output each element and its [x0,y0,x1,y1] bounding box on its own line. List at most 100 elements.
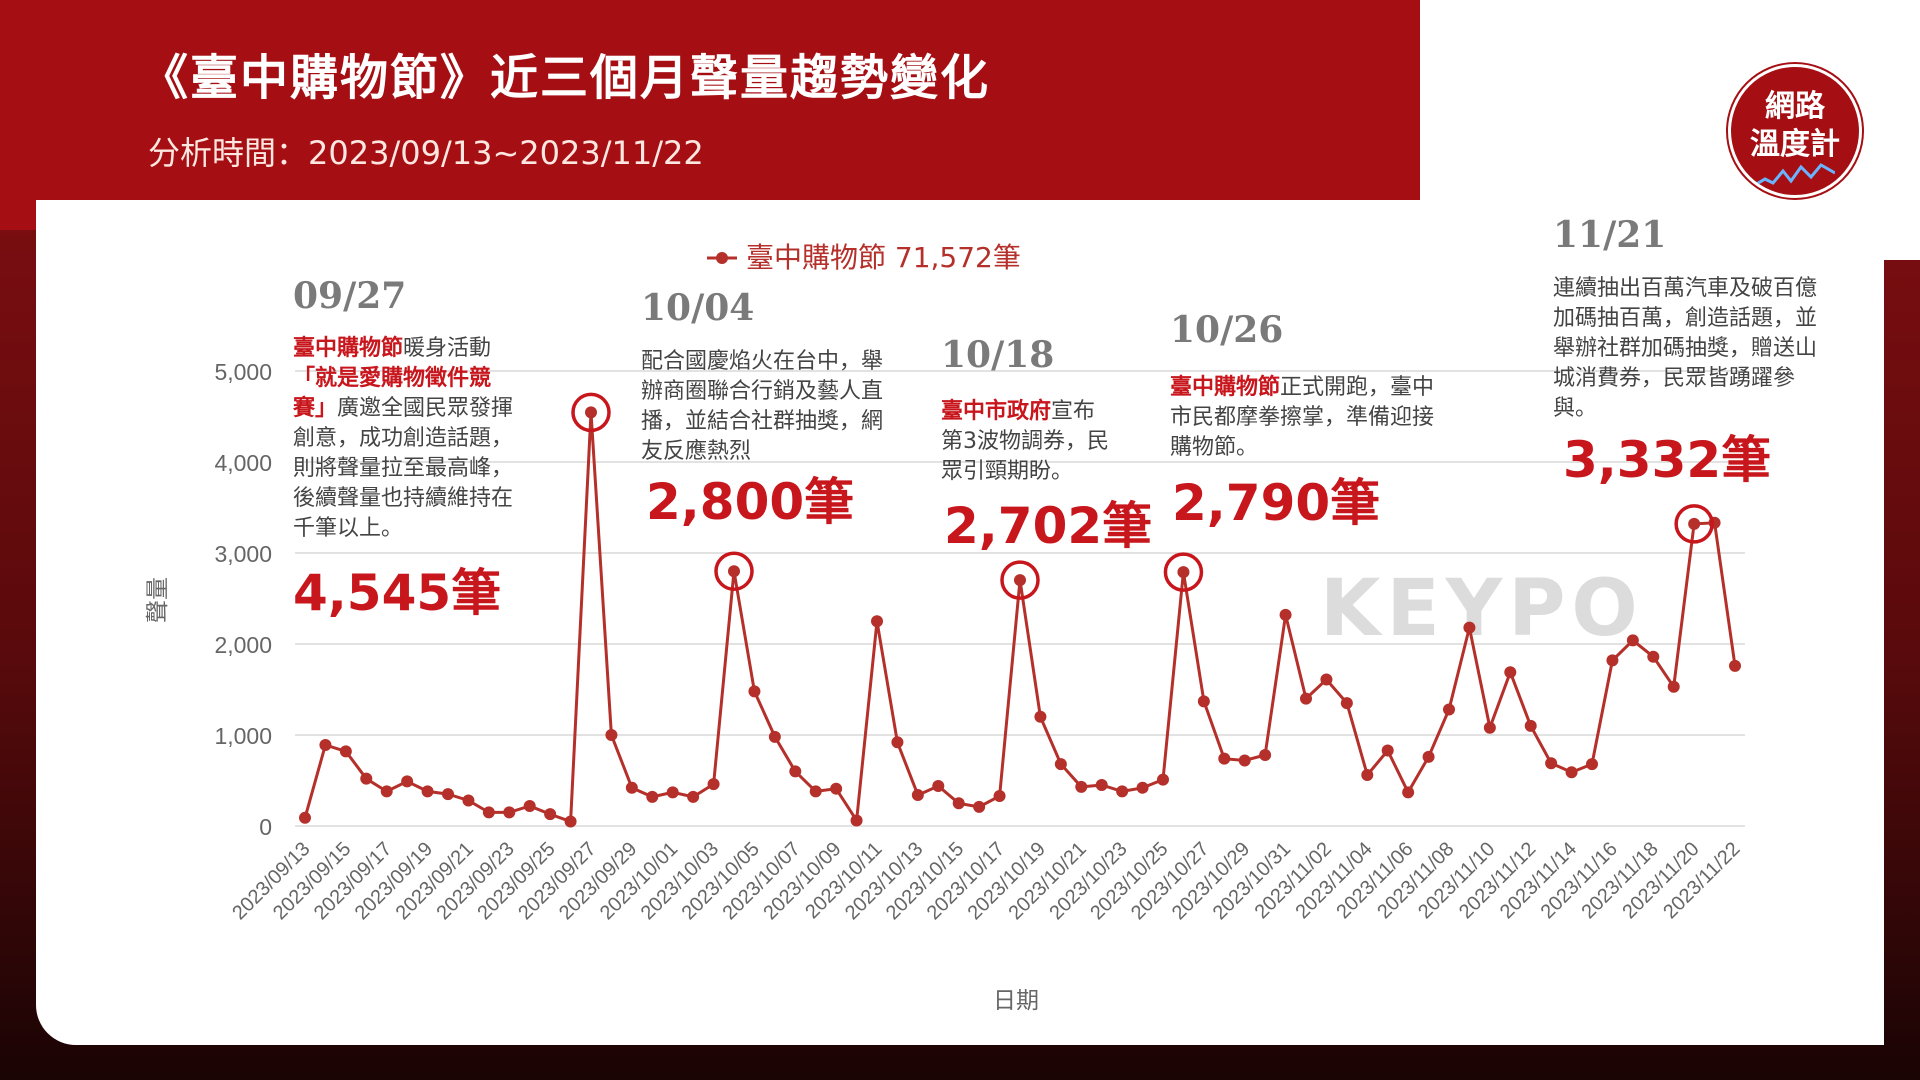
legend-dot-marker [716,252,728,264]
annotation-text-line: 臺中購物節正式開跑，臺中 [1170,374,1434,400]
annotation-text-line: 臺中購物節暖身活動 [293,335,491,361]
data-point [1320,673,1333,686]
data-point [1565,766,1578,779]
data-point [523,799,536,812]
annotation-text: 眾引頸期盼。 [941,459,1073,484]
data-point [605,729,618,741]
annotation-value-label: 4,545筆 [293,564,501,622]
data-point [1054,758,1067,771]
data-point [748,685,761,698]
annotation-text-line: 購物節。 [1170,435,1258,460]
y-tick-label: 5,000 [214,359,272,385]
peak-highlight-circle [714,551,754,591]
data-point [1667,680,1680,693]
data-point [401,775,414,788]
data-point [891,736,904,749]
annotation-date: 10/04 [641,287,754,329]
data-point [299,811,311,824]
annotation-date: 09/27 [293,275,406,317]
data-point [1034,710,1047,723]
annotation-text-line: 創意，成功創造話題， [293,426,513,451]
data-point [666,786,679,799]
trend-line-icon [1755,163,1835,187]
annotation-highlight-text: 臺中購物節 [293,335,403,361]
data-point [1075,780,1088,793]
data-point [339,745,352,758]
data-point [1524,719,1537,732]
annotation-highlight-text: 賽」 [292,395,337,421]
data-point [1545,757,1558,770]
annotation-value-label: 3,332筆 [1563,431,1771,489]
data-point [932,779,945,792]
data-point [993,789,1006,802]
peak-highlight-circle [1163,552,1204,592]
annotation-text-line: 播，並結合社群抽獎，網 [641,409,883,434]
annotation-text-line: 市民都摩拳擦掌，準備迎接 [1170,405,1434,430]
logo-line-1: 網路 [1765,89,1825,124]
annotation-text: 廣邀全國民眾發揮 [337,396,513,421]
data-point [952,797,965,810]
annotation-highlight-text: 「就是愛購物徵件競 [293,365,491,391]
annotation-date: 10/26 [1170,309,1283,351]
peak-highlight-circle [1000,560,1040,600]
data-point [1688,517,1701,530]
data-point [462,794,475,807]
data-point [687,790,700,803]
data-point [1340,697,1353,710]
data-point [850,814,863,827]
annotation-text: 則將聲量拉至最高峰， [293,456,513,481]
data-point [1504,666,1517,679]
y-tick-label: 1,000 [214,723,272,749]
annotation-text: 千筆以上。 [293,516,403,541]
annotation-text-line: 辦商圈聯合行銷及藝人直 [641,379,883,404]
data-point [768,730,781,743]
data-point [1729,659,1741,672]
data-point [1606,654,1619,667]
annotation-text: 連續抽出百萬汽車及破百億 [1553,276,1817,301]
annotation-text: 正式開跑，臺中 [1280,375,1434,400]
annotation-text-line: 「就是愛購物徵件競 [293,365,491,391]
data-point [1300,692,1312,705]
annotation-text-line: 連續抽出百萬汽車及破百億 [1553,276,1817,301]
annotation-text: 舉辦社群加碼抽獎，贈送山 [1553,336,1817,361]
data-point [911,789,924,802]
y-tick-label: 4,000 [214,450,272,476]
data-point [1218,752,1231,765]
data-point [1279,608,1292,621]
chart-panel [36,200,1884,1045]
y-tick-label: 2,000 [214,632,272,658]
legend-label: 臺中購物節 71,572筆 [746,241,1021,274]
data-point [564,815,577,828]
data-point [1197,695,1210,708]
annotation-text: 創意，成功創造話題， [293,426,513,451]
data-point [360,772,373,785]
data-point [1238,754,1251,767]
annotation-text: 市民都摩拳擦掌，準備迎接 [1170,405,1434,430]
data-point [1259,749,1272,762]
y-tick-label: 3,000 [214,541,272,567]
data-point [544,808,557,821]
annotation-text-line: 眾引頸期盼。 [941,459,1073,484]
annotation-text-line: 千筆以上。 [293,516,403,541]
data-point [973,800,986,813]
annotation-date: 10/18 [941,334,1054,376]
data-point [830,782,843,795]
data-point [1586,758,1598,771]
annotation-text-line: 加碼抽百萬，創造話題，並 [1553,306,1817,331]
annotation-text-line: 第3波物調券，民 [941,429,1109,454]
x-axis-title: 日期 [993,988,1039,1014]
data-point [421,785,434,798]
data-point [442,788,454,801]
annotation-text: 購物節。 [1170,435,1258,460]
annotation-text: 辦商圈聯合行銷及藝人直 [641,379,883,404]
data-point [1157,773,1169,786]
annotation-text: 播，並結合社群抽獎，網 [641,409,883,434]
analysis-period: 分析時間：2023/09/13~2023/11/22 [148,134,704,172]
annotation-text: 加碼抽百萬，創造話題，並 [1553,306,1817,331]
annotation-text: 後續聲量也持續維持在 [293,486,513,511]
data-point [1402,786,1415,799]
data-point [871,615,883,628]
data-point [625,781,638,794]
annotation-value-label: 2,702筆 [944,497,1152,555]
data-point [707,778,720,791]
